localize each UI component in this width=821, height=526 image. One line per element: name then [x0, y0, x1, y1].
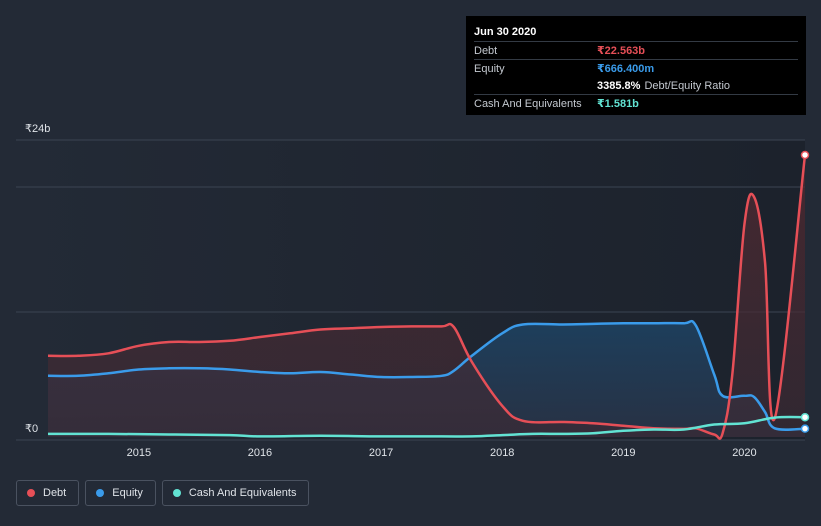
- x-tick-label: 2019: [611, 447, 635, 459]
- gridlines: [16, 139, 805, 441]
- tooltip-date: Jun 30 2020: [474, 26, 537, 38]
- endpoint-equity: [800, 424, 810, 433]
- y-tick-label-zero: ₹0: [25, 423, 38, 435]
- legend-item-equity[interactable]: Equity: [85, 480, 156, 506]
- series-endpoints: [800, 150, 810, 433]
- legend: Debt Equity Cash And Equivalents: [16, 480, 310, 506]
- tooltip-value-cash: ₹1.581b: [597, 98, 639, 110]
- tooltip-label-cash: Cash And Equivalents: [474, 97, 582, 110]
- tooltip-row-cash: Cash And Equivalents ₹1.581b: [474, 94, 798, 112]
- tooltip-value-equity: ₹666.400m: [597, 63, 655, 75]
- x-tick-label: 2015: [127, 447, 151, 459]
- x-tick-label: 2018: [490, 447, 514, 459]
- tooltip-row-debt: Debt ₹22.563b: [474, 41, 798, 59]
- line-cash: [47, 415, 806, 438]
- tooltip-label-equity: Equity: [474, 62, 505, 75]
- series-lines: [47, 154, 807, 440]
- x-tick-label: 2020: [732, 447, 756, 459]
- series-areas: [48, 155, 805, 439]
- endpoint-debt: [800, 150, 810, 160]
- tooltip-row-equity: Equity ₹666.400m: [474, 59, 798, 77]
- tooltip-label-debt: Debt: [474, 44, 498, 57]
- tooltip-value-ratio: 3385.8%: [597, 79, 641, 92]
- area-debt: [48, 155, 805, 439]
- legend-dot-equity: [96, 489, 105, 497]
- y-tick-label-top: ₹24b: [25, 123, 50, 135]
- legend-label-debt: Debt: [43, 487, 67, 499]
- tooltip-value-debt: ₹22.563b: [597, 45, 646, 57]
- legend-label-equity: Equity: [112, 487, 143, 499]
- endpoint-cash: [800, 412, 810, 422]
- tooltip: Jun 30 2020 Debt ₹22.563b Equity ₹666.40…: [466, 16, 806, 115]
- line-equity: [47, 319, 806, 431]
- legend-dot-debt: [27, 489, 35, 497]
- line-debt: [47, 154, 807, 440]
- legend-item-cash[interactable]: Cash And Equivalents: [161, 480, 310, 506]
- x-tick-label: 2017: [369, 447, 393, 459]
- legend-label-cash: Cash And Equivalents: [188, 487, 297, 499]
- x-axis: 2015 2016 2017 2018 2019 2020: [127, 447, 757, 459]
- tooltip-ratio-suffix: Debt/Equity Ratio: [644, 79, 731, 92]
- tooltip-row-ratio: 3385.8% Debt/Equity Ratio: [474, 77, 798, 94]
- legend-dot-cash: [172, 489, 181, 497]
- legend-item-debt[interactable]: Debt: [16, 480, 80, 506]
- y-axis: ₹24b ₹0: [25, 123, 50, 435]
- x-tick-label: 2016: [248, 447, 272, 459]
